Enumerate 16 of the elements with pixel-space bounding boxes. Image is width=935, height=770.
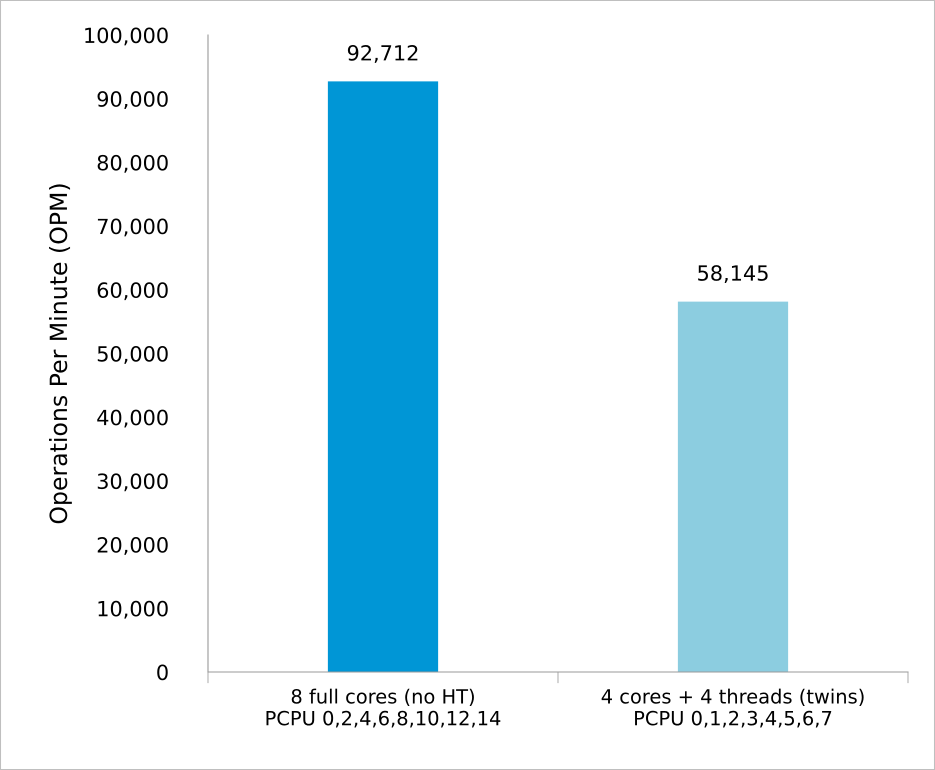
x-tick-label: 4 cores + 4 threads (twins) PCPU 0,1,2,3,4,5,6,7 xyxy=(602,688,864,728)
y-tick-label: 30,000 xyxy=(98,473,168,492)
y-tick-label: 40,000 xyxy=(97,410,168,428)
y-tick-label: 60,000 xyxy=(98,282,168,300)
y-tick-label: 20,000 xyxy=(98,537,168,555)
y-tick-label: 100,000 xyxy=(85,27,168,46)
y-tick-label: 10,000 xyxy=(98,600,168,619)
y-tick-label: 50,000 xyxy=(98,346,168,364)
data-label: 58,145 xyxy=(698,265,768,284)
y-tick-label: 0 xyxy=(157,664,168,680)
y-tick-label: 70,000 xyxy=(98,218,168,236)
x-tick-label: 8 full cores (no HT) PCPU 0,2,4,6,8,10,12,14 xyxy=(266,688,500,728)
y-tick-label: 80,000 xyxy=(98,154,168,173)
y-axis-title: Operations Per Minute (OPM) xyxy=(48,184,72,524)
y-tick-label: 90,000 xyxy=(98,91,168,110)
data-label: 92,712 xyxy=(348,44,418,63)
